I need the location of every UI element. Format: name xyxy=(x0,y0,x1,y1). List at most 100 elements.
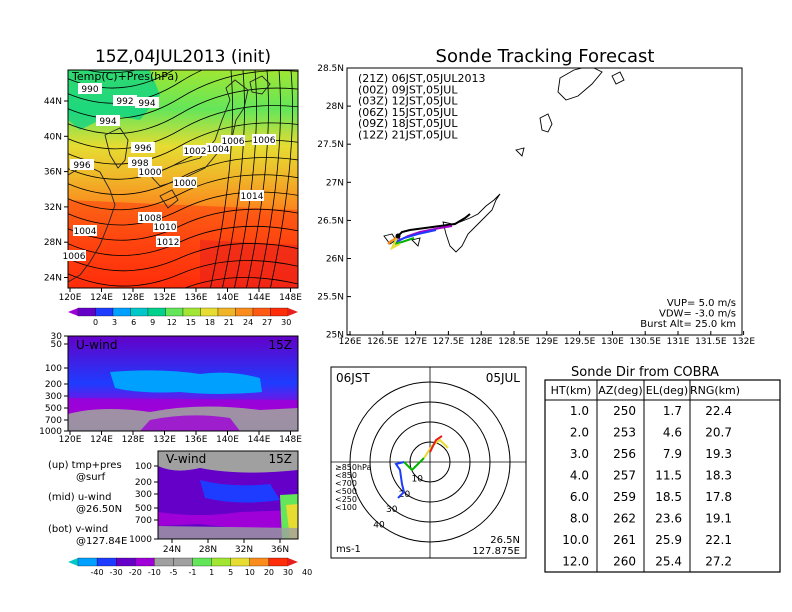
u-wind-label: U-wind xyxy=(76,338,117,352)
hodo-level-label: <700 xyxy=(335,479,357,488)
track-lat-tick: 28N xyxy=(326,102,344,112)
hodo-segment xyxy=(403,457,425,472)
map-lat-tick: 36N xyxy=(44,168,62,178)
track-lat-tick: 26N xyxy=(326,255,344,265)
table-cell: 1.7 xyxy=(663,404,682,418)
wind-bar-tick: 5 xyxy=(228,568,233,577)
map-lon-tick: 136E xyxy=(185,293,208,303)
table-cell: 19.1 xyxy=(705,512,732,526)
isobar-label: 1006 xyxy=(62,250,86,262)
isobar-label: 1012 xyxy=(156,236,180,248)
track-lon-tick: 126.5E xyxy=(367,337,399,347)
track-lon-tick: 126E xyxy=(339,337,362,347)
u-wind-lon-tick: 124E xyxy=(90,435,113,445)
track-lon-tick: 128E xyxy=(470,337,493,347)
isobar-label: 1008 xyxy=(138,212,162,224)
isobar-label: 992 xyxy=(113,95,137,107)
isobar-label-text: 1014 xyxy=(241,192,264,202)
u-wind-lon-tick: 128E xyxy=(122,435,145,445)
isobar-label: 998 xyxy=(128,157,152,169)
track-lon-tick: 130.5E xyxy=(629,337,661,347)
v-wind-time: 15Z xyxy=(269,452,293,466)
isobar-label-text: 994 xyxy=(99,117,116,127)
table-cell: 18.3 xyxy=(705,469,732,483)
temp-bar-tick: 24 xyxy=(243,318,253,327)
isobar-label: 1000 xyxy=(173,177,197,189)
hodo-segment xyxy=(429,435,443,453)
track-lon-tick: 129E xyxy=(535,337,558,347)
table-cell: 7.9 xyxy=(663,447,682,461)
track-legend-entry: (09Z) 18JST,05JUL xyxy=(358,117,458,130)
hodo-lat: 26.5N xyxy=(490,535,520,546)
wind-bar-tick: 10 xyxy=(245,568,255,577)
isobar-label-text: 1010 xyxy=(154,223,177,233)
isobar-label-text: 1008 xyxy=(139,214,162,224)
panel-notes: (up) tmp+pres @surf (mid) u-wind @26.50N… xyxy=(48,460,127,547)
table-cell: 6.0 xyxy=(570,490,589,504)
table-cell: 25.4 xyxy=(655,555,682,569)
hodo-level-label: <100 xyxy=(335,503,357,512)
track-legend-entry: (21Z) 06JST,05JUL2013 xyxy=(358,72,485,85)
temp-bar-tick: 3 xyxy=(112,318,117,327)
wind-bar-tick: -10 xyxy=(148,568,161,577)
temp-bar-tick: 0 xyxy=(93,318,98,327)
v-wind-lat-tick: 36N xyxy=(271,545,289,555)
track-title: Sonde Tracking Forecast xyxy=(436,46,655,67)
u-wind-lon-tick: 144E xyxy=(248,435,271,445)
table-cell: 261 xyxy=(613,533,636,547)
table-cell: 11.5 xyxy=(655,469,682,483)
temp-bar-tick: 27 xyxy=(262,318,272,327)
map-lon-tick: 132E xyxy=(153,293,176,303)
v-wind-pressure-tick: 200 xyxy=(135,478,152,488)
temp-bar-tick: 6 xyxy=(131,318,136,327)
track-legend-entry: (03Z) 12JST,05JUL xyxy=(358,95,458,108)
isobar-label: 1014 xyxy=(240,190,264,202)
track-lon-tick: 127.5E xyxy=(433,337,465,347)
u-wind-lon-tick: 136E xyxy=(185,435,208,445)
v-wind-lat-tick: 24N xyxy=(163,545,181,555)
isobar-label: 996 xyxy=(70,159,94,171)
hodo-ring-label: 20 xyxy=(399,490,411,500)
wind-bar-tick: 30 xyxy=(283,568,293,577)
sonde-track-line xyxy=(387,235,399,245)
isobar-label-text: 1006 xyxy=(63,252,86,262)
table-cell: 23.6 xyxy=(655,512,682,526)
table-cell: 4.6 xyxy=(663,426,682,440)
wind-bar-tick: -1 xyxy=(189,568,197,577)
hodo-level-label: <850 xyxy=(335,471,357,480)
track-lat-tick: 25N xyxy=(326,331,344,341)
isobar-label: 1006 xyxy=(221,135,245,147)
track-legend-entry: (12Z) 21JST,05JUL xyxy=(358,129,458,142)
map-lat-tick: 40N xyxy=(44,132,62,142)
table-header-cell: EL(deg) xyxy=(646,384,688,397)
v-wind-section: V-wind 15Z 100 200 300 500 700 1000 24N 28N 32N… xyxy=(129,450,299,555)
map-lat-tick: 28N xyxy=(44,238,62,248)
u-wind-pressure-tick: 300 xyxy=(45,392,62,402)
isobar-label-text: 996 xyxy=(73,161,90,171)
u-wind-time: 15Z xyxy=(269,338,293,352)
track-parameter: Burst Alt= 25.0 km xyxy=(640,319,736,330)
wind-bar-tick: -5 xyxy=(169,568,177,577)
wind-bar-tick: 1 xyxy=(209,568,214,577)
table-cell: 8.0 xyxy=(570,512,589,526)
u-wind-pressure-tick: 1000 xyxy=(39,427,62,437)
temp-bar-tick: 12 xyxy=(167,318,177,327)
table-cell: 25.9 xyxy=(655,533,682,547)
wind-bar-tick: 20 xyxy=(264,568,274,577)
isobar-label: 1010 xyxy=(153,221,177,233)
map-lat-tick: 24N xyxy=(44,274,62,284)
isobar-label: 1004 xyxy=(73,225,97,237)
temp-bar-tick: 9 xyxy=(150,318,155,327)
note-2-line1: (mid) u-wind xyxy=(48,492,111,503)
track-lat-tick: 26.5N xyxy=(317,216,344,226)
track-parameter: VUP= 5.0 m/s xyxy=(667,298,736,309)
u-wind-lon-tick: 148E xyxy=(279,435,302,445)
table-cell: 259 xyxy=(613,490,636,504)
map-field-label: Temp(C)+Pres(hPa) xyxy=(71,70,178,83)
u-wind-pressure-tick: 50 xyxy=(51,340,63,350)
table-header-cell: AZ(deg) xyxy=(598,384,642,397)
v-wind-pressure-tick: 500 xyxy=(135,504,152,514)
